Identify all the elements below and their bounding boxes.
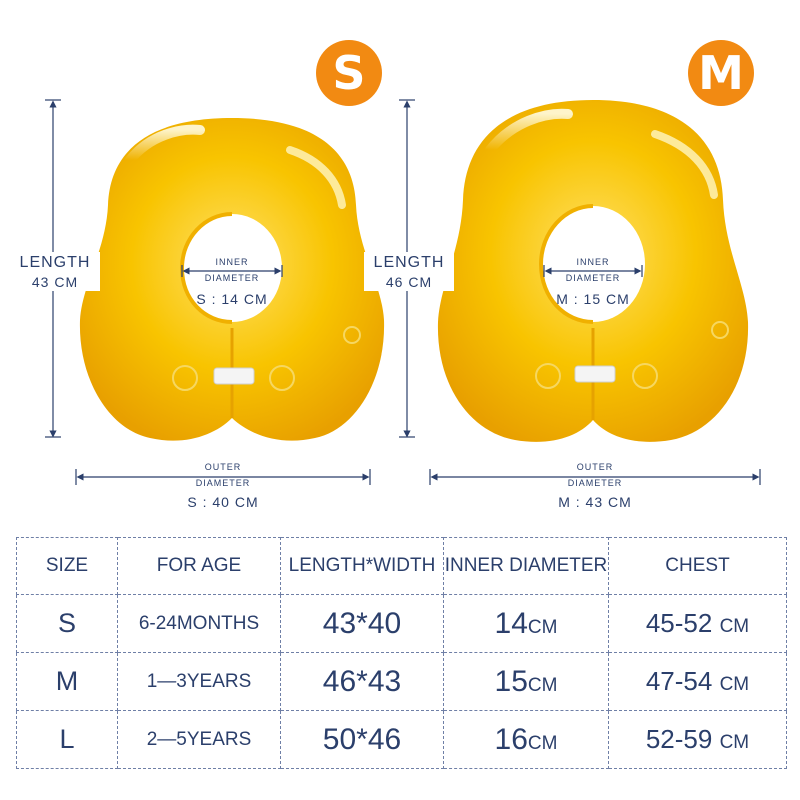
- header-chest: CHEST: [608, 537, 787, 595]
- left-inner-title-1: INNER: [215, 257, 249, 267]
- right-length-label: LENGTH 46 CM: [364, 252, 454, 291]
- table-row: M 1—3YEARS 46*43 15CM 47-54 CM: [16, 652, 787, 711]
- left-inner-value: S : 14 CM: [196, 291, 268, 307]
- cell-size: M: [16, 652, 118, 711]
- inner-value: 15: [494, 664, 528, 698]
- size-badge-s: S: [316, 40, 382, 106]
- header-size: SIZE: [16, 537, 118, 595]
- table-header-row: SIZE FOR AGE LENGTH*WIDTH INNER DIAMETER…: [16, 537, 787, 595]
- header-age: FOR AGE: [117, 537, 281, 595]
- cell-age: 1—3YEARS: [117, 652, 281, 711]
- right-outer-title-2: DIAMETER: [565, 478, 625, 489]
- chest-unit: CM: [719, 674, 750, 695]
- left-length-title: LENGTH: [19, 254, 91, 271]
- chest-value: 45-52: [645, 608, 713, 638]
- table-row: L 2—5YEARS 50*46 16CM 52-59 CM: [16, 710, 787, 769]
- right-length-value: 46 CM: [385, 274, 433, 290]
- cell-length-width: 50*46: [280, 710, 444, 769]
- cell-inner-diameter: 14CM: [443, 594, 609, 653]
- size-table: SIZE FOR AGE LENGTH*WIDTH INNER DIAMETER…: [16, 537, 787, 769]
- table-row: S 6-24MONTHS 43*40 14CM 45-52 CM: [16, 594, 787, 653]
- chest-value: 52-59: [645, 724, 713, 754]
- cell-chest: 47-54 CM: [608, 652, 787, 711]
- inner-unit: CM: [527, 674, 558, 696]
- right-inner-label: INNER DIAMETER M : 15 CM: [545, 257, 641, 308]
- cell-age: 6-24MONTHS: [117, 594, 281, 653]
- right-outer-title-1: OUTER: [576, 462, 614, 472]
- cell-age: 2—5YEARS: [117, 710, 281, 769]
- right-inner-title-2: DIAMETER: [564, 273, 622, 284]
- right-outer-label: OUTER DIAMETER M : 43 CM: [522, 462, 668, 511]
- cell-size: S: [16, 594, 118, 653]
- inner-unit: CM: [527, 732, 558, 754]
- left-length-label: LENGTH 43 CM: [10, 252, 100, 291]
- cell-chest: 45-52 CM: [608, 594, 787, 653]
- header-length-width: LENGTH*WIDTH: [280, 537, 444, 595]
- right-outer-value: M : 43 CM: [558, 494, 632, 510]
- left-outer-value: S : 40 CM: [187, 494, 259, 510]
- left-outer-label: OUTER DIAMETER S : 40 CM: [150, 462, 296, 511]
- chest-value: 47-54: [645, 666, 713, 696]
- cell-chest: 52-59 CM: [608, 710, 787, 769]
- inner-value: 14: [494, 606, 528, 640]
- cell-inner-diameter: 16CM: [443, 710, 609, 769]
- cell-size: L: [16, 710, 118, 769]
- left-outer-title-2: DIAMETER: [193, 478, 253, 489]
- right-inner-value: M : 15 CM: [556, 291, 630, 307]
- cell-length-width: 46*43: [280, 652, 444, 711]
- header-inner-diameter: INNER DIAMETER: [443, 537, 609, 595]
- chest-unit: CM: [719, 732, 750, 753]
- left-inner-label: INNER DIAMETER S : 14 CM: [184, 257, 280, 308]
- right-inner-title-1: INNER: [576, 257, 610, 267]
- right-length-title: LENGTH: [373, 254, 445, 271]
- inner-value: 16: [494, 722, 528, 756]
- size-badge-m: M: [688, 40, 754, 106]
- inner-unit: CM: [527, 616, 558, 638]
- left-length-value: 43 CM: [31, 274, 79, 290]
- left-inner-title-2: DIAMETER: [203, 273, 261, 284]
- chest-unit: CM: [719, 616, 750, 637]
- left-outer-title-1: OUTER: [204, 462, 242, 472]
- cell-length-width: 43*40: [280, 594, 444, 653]
- cell-inner-diameter: 15CM: [443, 652, 609, 711]
